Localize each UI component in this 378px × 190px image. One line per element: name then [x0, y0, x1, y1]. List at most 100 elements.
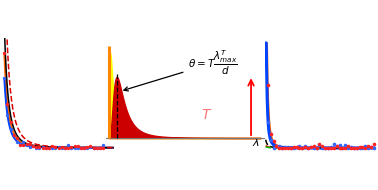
- Point: [56, 146, 62, 149]
- Point: [27, 143, 33, 146]
- Point: [356, 146, 363, 149]
- Point: [354, 146, 360, 150]
- Point: [336, 143, 342, 146]
- Point: [20, 141, 26, 144]
- Point: [11, 134, 17, 137]
- Point: [97, 146, 103, 149]
- Point: [265, 121, 271, 124]
- Point: [314, 146, 320, 149]
- Point: [371, 142, 377, 145]
- Point: [100, 143, 106, 146]
- Point: [308, 145, 314, 148]
- Point: [345, 146, 351, 150]
- Point: [78, 146, 84, 149]
- Point: [8, 121, 14, 124]
- Point: [291, 146, 297, 149]
- Point: [365, 145, 371, 148]
- Text: T: T: [181, 162, 197, 186]
- Point: [75, 146, 81, 149]
- Point: [285, 146, 291, 149]
- Point: [71, 145, 77, 148]
- Point: [68, 145, 74, 148]
- Point: [356, 146, 363, 149]
- Point: [296, 146, 302, 150]
- Point: [62, 146, 68, 149]
- Point: [81, 146, 87, 149]
- Point: [282, 146, 288, 149]
- Text: T: T: [181, 10, 197, 34]
- Point: [268, 139, 274, 142]
- Point: [46, 146, 52, 149]
- Point: [285, 146, 291, 149]
- Point: [62, 146, 68, 149]
- Point: [345, 145, 351, 148]
- Point: [27, 146, 33, 149]
- Point: [302, 146, 308, 149]
- Point: [322, 146, 328, 150]
- Point: [5, 114, 11, 117]
- Point: [288, 146, 294, 149]
- Point: [305, 146, 311, 149]
- Point: [5, 103, 11, 106]
- Point: [334, 144, 340, 147]
- Point: [40, 146, 46, 149]
- Point: [17, 143, 23, 146]
- Point: [348, 146, 354, 150]
- Point: [87, 146, 93, 149]
- Point: [68, 146, 74, 149]
- Point: [276, 146, 282, 150]
- Point: [20, 144, 26, 147]
- Point: [354, 146, 360, 150]
- Point: [276, 144, 282, 147]
- Point: [299, 146, 305, 150]
- Point: [316, 142, 322, 145]
- Point: [279, 146, 285, 149]
- Point: [319, 146, 325, 150]
- Point: [282, 146, 288, 150]
- Point: [293, 145, 299, 148]
- Point: [334, 144, 340, 147]
- Point: [339, 146, 345, 150]
- Point: [14, 137, 20, 140]
- Point: [23, 143, 29, 146]
- Point: [71, 146, 77, 149]
- Point: [91, 146, 97, 149]
- Point: [279, 146, 285, 150]
- Point: [1, 51, 7, 55]
- Point: [81, 146, 87, 149]
- Point: [273, 145, 279, 148]
- Point: [293, 146, 299, 149]
- Point: [59, 146, 65, 149]
- Text: $\theta = T\dfrac{\lambda^{T}_{max}}{d}$: $\theta = T\dfrac{\lambda^{T}_{max}}{d}$: [124, 49, 238, 91]
- Point: [359, 146, 366, 150]
- Point: [46, 146, 52, 149]
- Point: [65, 146, 71, 149]
- Point: [322, 146, 328, 150]
- Point: [288, 146, 294, 150]
- Point: [331, 146, 337, 150]
- Point: [49, 144, 55, 147]
- Point: [59, 146, 65, 149]
- Point: [33, 146, 39, 149]
- Point: [65, 144, 71, 147]
- Point: [331, 142, 337, 145]
- Point: [296, 144, 302, 147]
- Point: [17, 142, 23, 145]
- Point: [308, 146, 314, 149]
- Point: [368, 146, 374, 149]
- Point: [52, 145, 58, 148]
- Point: [319, 145, 325, 148]
- Point: [56, 146, 62, 149]
- Point: [87, 145, 93, 148]
- Point: [36, 146, 42, 149]
- Point: [359, 146, 366, 149]
- Point: [8, 128, 14, 131]
- Point: [100, 146, 106, 149]
- Point: [94, 146, 100, 149]
- Point: [368, 146, 374, 149]
- Point: [316, 144, 322, 147]
- Point: [265, 84, 271, 87]
- Point: [11, 134, 17, 137]
- Point: [342, 146, 348, 150]
- Point: [43, 146, 49, 149]
